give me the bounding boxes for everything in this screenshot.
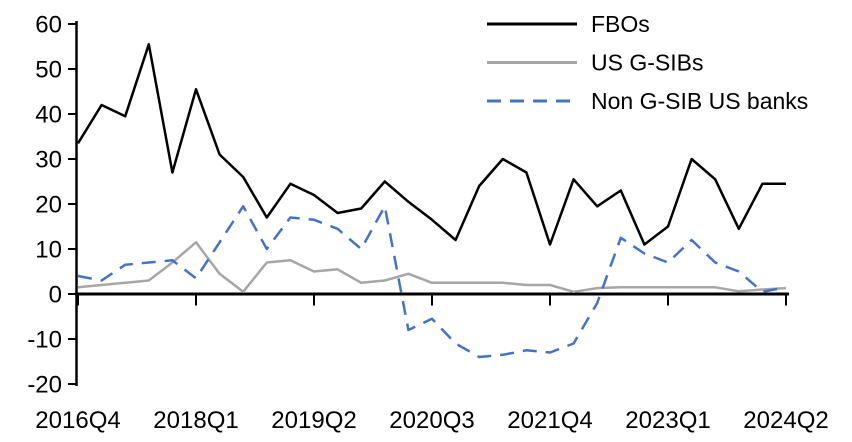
x-tick-label: 2023Q1	[625, 407, 710, 434]
y-tick-label: -20	[27, 372, 62, 399]
legend-label-non-g-sib-us-banks: Non G-SIB US banks	[591, 88, 808, 114]
x-tick-label: 2024Q2	[743, 407, 828, 434]
x-tick-label: 2019Q2	[271, 407, 356, 434]
y-tick-label: 60	[35, 12, 62, 39]
x-tick-label: 2020Q3	[389, 407, 474, 434]
legend-label-fbos: FBOs	[591, 11, 650, 37]
x-tick-label: 2021Q4	[507, 407, 592, 434]
legend-label-us-g-sibs: US G-SIBs	[591, 50, 703, 76]
y-tick-label: -10	[27, 327, 62, 354]
y-tick-label: 0	[49, 282, 62, 309]
series-line-fbos	[76, 43, 786, 246]
y-tick-label: 20	[35, 192, 62, 219]
y-tick-label: 10	[35, 237, 62, 264]
series-line-us-g-sibs	[77, 241, 787, 294]
x-tick-label: 2018Q1	[153, 407, 238, 434]
x-tick-label: 2016Q4	[35, 407, 120, 434]
y-tick-label: 50	[35, 57, 62, 84]
y-tick-label: 40	[35, 102, 62, 129]
y-tick-label: 30	[35, 147, 62, 174]
series-line-non-g-sib-us-banks	[77, 205, 787, 359]
